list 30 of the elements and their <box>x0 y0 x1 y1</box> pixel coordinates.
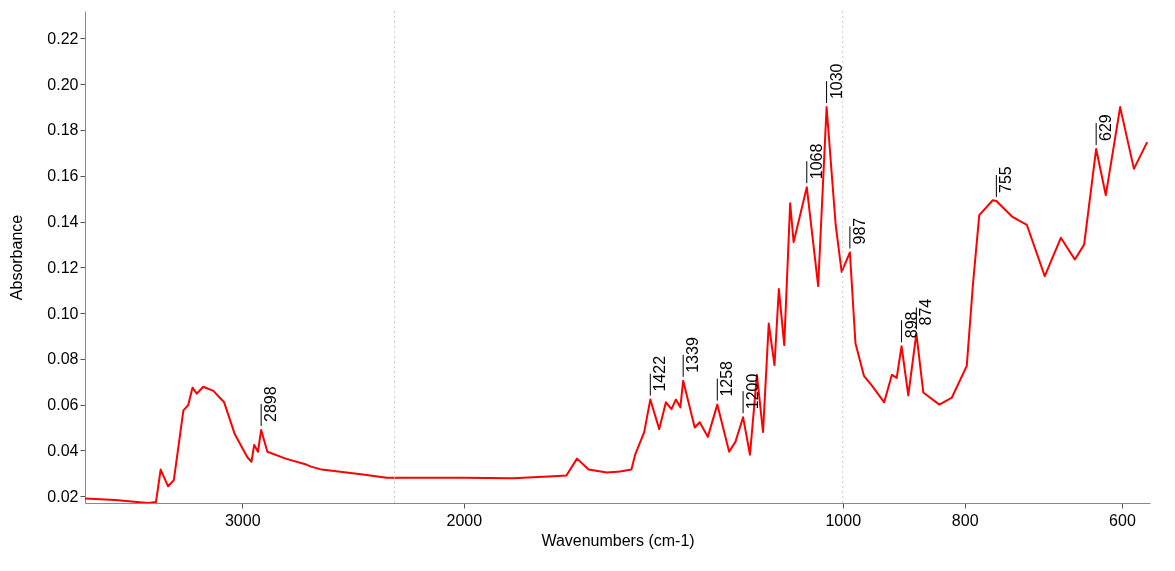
x-tick-label: 600 <box>1109 511 1136 529</box>
y-tick-label: 0.18 <box>47 121 79 139</box>
annotation: 1422 <box>651 355 669 392</box>
y-tick-label: 0.02 <box>47 487 79 505</box>
y-axis-title: Absorbance <box>8 214 26 301</box>
y-tick-label: 0.06 <box>47 396 79 414</box>
y-tick-label: 0.04 <box>47 441 79 459</box>
x-tick-label: 3000 <box>224 511 261 529</box>
y-tick-label: 0.08 <box>47 350 79 368</box>
x-tick-label: 1000 <box>825 511 862 529</box>
annotation: 1200 <box>744 373 762 410</box>
x-axis-title: Wavenumbers (cm-1) <box>541 531 695 549</box>
annotation: 898 <box>902 311 920 339</box>
annotation: 2898 <box>262 386 280 422</box>
y-tick-label: 0.12 <box>47 258 79 276</box>
annotation: 1030 <box>827 63 845 100</box>
annotation: 755 <box>997 166 1015 193</box>
y-tick-label: 0.10 <box>47 304 79 322</box>
x-tick-label: 2000 <box>446 511 483 529</box>
y-tick-label: 0.14 <box>47 213 79 231</box>
annotation: 1339 <box>684 337 702 373</box>
annotation: 987 <box>850 217 868 245</box>
x-tick-label: 800 <box>951 511 979 529</box>
annotation: 1258 <box>718 360 736 397</box>
y-tick-label: 0.16 <box>47 167 79 185</box>
annotation: 874 <box>917 298 935 326</box>
y-tick-label: 0.20 <box>47 75 79 93</box>
annotation: 1068 <box>807 143 825 180</box>
annotation: 629 <box>1097 114 1115 141</box>
y-tick-label: 0.22 <box>47 29 79 47</box>
